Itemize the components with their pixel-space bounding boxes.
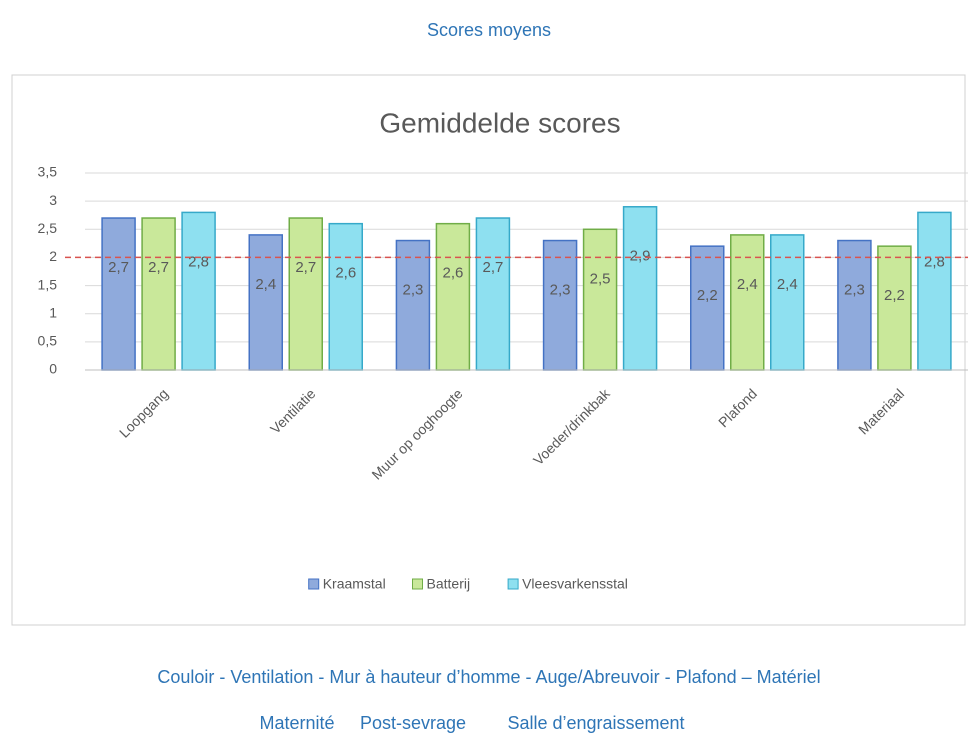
y-tick-label: 2,5 (38, 220, 58, 236)
legend-swatch (308, 578, 320, 590)
value-label: 2,5 (590, 270, 611, 287)
page-title: Scores moyens (427, 20, 551, 40)
bar (181, 211, 216, 371)
bar (435, 222, 471, 371)
value-label: 2,3 (402, 282, 423, 299)
value-label: 2,7 (482, 259, 503, 276)
footer-line: Couloir - Ventilation - Mur à hauteur d’… (157, 667, 820, 687)
legend-label: Vleesvarkensstal (522, 576, 628, 592)
bar (141, 217, 176, 371)
y-tick-label: 2 (49, 248, 57, 264)
bar (690, 245, 725, 371)
value-label: 2,6 (335, 265, 356, 282)
value-label: 2,4 (255, 276, 276, 293)
footer-item: Maternité (259, 713, 334, 733)
footer-item: Post-sevrage (360, 713, 466, 733)
chart-title: Gemiddelde scores (379, 107, 620, 138)
legend-swatch (412, 578, 423, 590)
bar (328, 222, 363, 371)
bar (877, 245, 912, 371)
footer-item: Salle d’engraissement (507, 713, 684, 733)
value-label: 2,4 (777, 276, 798, 293)
bar (101, 217, 136, 371)
value-label: 2,3 (550, 282, 571, 299)
value-label: 2,4 (737, 276, 758, 293)
value-label: 2,3 (844, 282, 865, 299)
bar (917, 211, 952, 371)
legend-swatch (507, 578, 519, 590)
bar (395, 239, 431, 371)
bar (622, 206, 658, 371)
value-label: 2,6 (442, 265, 463, 282)
bar (770, 234, 805, 371)
y-tick-label: 0,5 (38, 333, 58, 349)
value-label: 2,2 (697, 287, 718, 304)
y-tick-label: 3,5 (38, 164, 58, 180)
bar (837, 239, 872, 371)
value-label: 2,8 (188, 253, 209, 270)
value-label: 2,2 (884, 287, 905, 304)
bar (542, 239, 578, 371)
value-label: 2,7 (108, 259, 129, 276)
y-tick-label: 1,5 (38, 276, 58, 292)
y-tick-label: 3 (49, 192, 57, 208)
value-label: 2,7 (148, 259, 169, 276)
legend-label: Kraamstal (323, 576, 386, 592)
bar (288, 217, 323, 371)
y-tick-label: 1 (49, 304, 57, 320)
bar (475, 217, 511, 371)
bar (730, 234, 765, 371)
value-label: 2,8 (924, 253, 945, 270)
bar (248, 234, 283, 371)
value-label: 2,7 (295, 259, 316, 276)
legend-label: Batterij (427, 576, 471, 592)
bar (582, 228, 618, 371)
y-tick-label: 0 (49, 361, 57, 377)
value-label: 2,9 (630, 248, 651, 265)
